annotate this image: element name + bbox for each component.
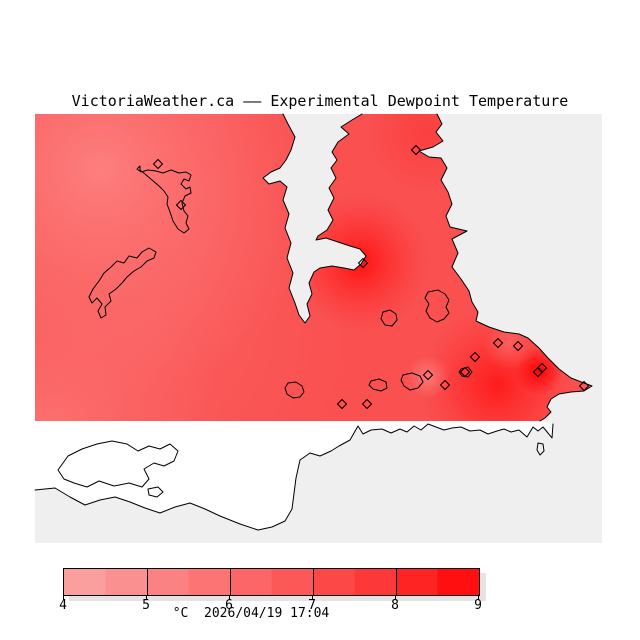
station-marker <box>410 144 422 156</box>
colorbar-tick <box>146 596 147 600</box>
colorbar-tick <box>229 596 230 600</box>
east-coastline <box>418 113 593 422</box>
station-marker <box>357 257 369 269</box>
station-marker <box>361 398 373 410</box>
station-marker <box>336 398 348 410</box>
island-north <box>136 165 192 234</box>
land <box>35 421 553 530</box>
page-title: VictoriaWeather.ca —— Experimental Dewpo… <box>71 92 569 110</box>
station-marker <box>492 337 504 349</box>
island-south <box>88 247 157 319</box>
lake-white-2 <box>400 372 424 391</box>
colorbar <box>63 568 480 596</box>
colorbar-tick <box>395 596 396 600</box>
south-coastline <box>34 423 554 531</box>
colorbar-tick-label-8: 8 <box>391 598 399 613</box>
inlet <box>263 114 366 323</box>
station-markers <box>152 144 590 410</box>
station-marker <box>439 379 451 391</box>
lake-small-3 <box>458 366 473 378</box>
lake-elk <box>284 381 305 399</box>
station-marker <box>152 158 164 170</box>
harbour-small <box>147 486 164 498</box>
colorbar-tick <box>312 596 313 600</box>
station-marker <box>469 351 481 363</box>
harbour <box>57 440 179 488</box>
lake-blob-1 <box>424 289 450 323</box>
inlet-coastline <box>262 113 367 324</box>
colorbar-tick-label-7: 7 <box>308 598 316 613</box>
colorbar-tick <box>478 596 479 600</box>
colorbar-separator <box>313 569 314 595</box>
colorbar-caption: °C 2026/04/19 17:04 <box>172 606 330 621</box>
colorbar-tick <box>63 596 64 600</box>
colorbar-tick-label-9: 9 <box>474 598 482 613</box>
station-marker <box>422 369 434 381</box>
colorbar-separator <box>147 569 148 595</box>
station-marker <box>459 366 471 378</box>
station-marker <box>175 199 187 211</box>
colorbar-tick-label-4: 4 <box>59 598 67 613</box>
station-marker <box>536 362 548 374</box>
station-marker <box>532 366 544 378</box>
trial-islet <box>536 442 545 456</box>
station-marker <box>578 380 590 392</box>
station-marker <box>512 340 524 352</box>
lake-blob-2 <box>380 309 398 327</box>
colorbar-tick-label-6: 6 <box>225 598 233 613</box>
colorbar-tick-label-5: 5 <box>142 598 150 613</box>
sea <box>35 114 602 543</box>
colorbar-separator <box>396 569 397 595</box>
lake-white-1 <box>368 378 388 392</box>
colorbar-separator <box>230 569 231 595</box>
